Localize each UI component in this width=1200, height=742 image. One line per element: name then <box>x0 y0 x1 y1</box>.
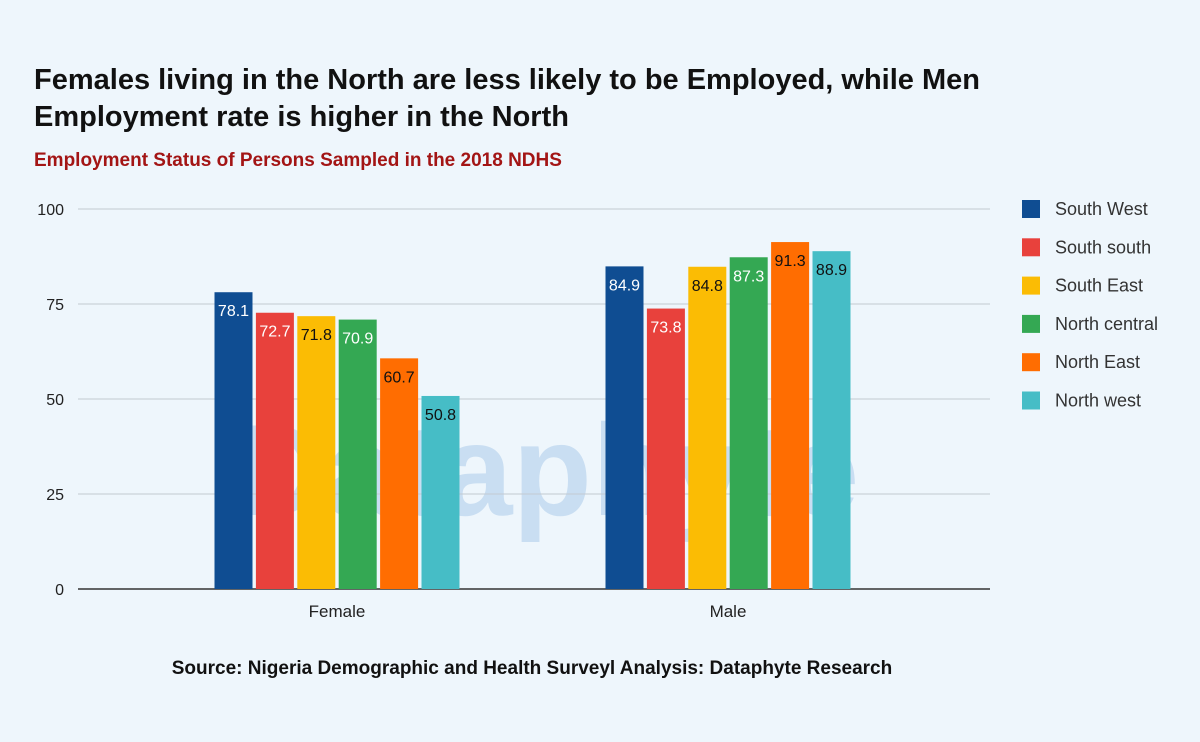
bar-south-west-female <box>214 292 253 589</box>
chart-title: Females living in the North are less lik… <box>34 64 980 133</box>
legend-swatch <box>1022 238 1040 257</box>
data-label: 70.9 <box>342 331 373 348</box>
chart-subtitle: Employment Status of Persons Sampled in … <box>34 150 562 171</box>
data-labels: 78.1 72.7 71.8 70.9 60.7 50.8 84.9 73.8 84.8 87.3… <box>218 253 847 424</box>
legend-swatch <box>1022 353 1040 372</box>
legend-item: South East <box>1022 276 1143 296</box>
data-label: 88.9 <box>816 262 847 279</box>
data-label: 87.3 <box>733 268 764 285</box>
legend-label: North central <box>1055 314 1158 334</box>
data-label: 91.3 <box>775 253 806 270</box>
x-category-label: Female <box>309 602 366 621</box>
legend-item: North central <box>1022 314 1158 334</box>
x-category-label: Male <box>710 602 747 621</box>
data-label: 78.1 <box>218 303 249 320</box>
y-tick-label: 100 <box>37 202 64 219</box>
legend-label: South West <box>1055 199 1148 219</box>
data-label: 73.8 <box>650 320 681 337</box>
y-tick-label: 25 <box>46 487 64 504</box>
data-label: 72.7 <box>259 324 290 341</box>
data-label: 84.9 <box>609 277 640 294</box>
legend-item: South West <box>1022 199 1148 219</box>
legend: South West South south South East North cen… <box>1022 199 1158 411</box>
bar-south-west-male <box>605 266 644 589</box>
bar-north-central-female <box>338 319 377 589</box>
y-tick-label: 75 <box>46 297 64 314</box>
bar-south-east-male <box>688 266 727 589</box>
legend-swatch <box>1022 276 1040 295</box>
bar-north-east-male <box>771 242 810 589</box>
legend-swatch <box>1022 314 1040 333</box>
data-label: 50.8 <box>425 407 456 424</box>
y-tick-label: 0 <box>55 582 64 599</box>
data-label: 84.8 <box>692 278 723 295</box>
bar-south-south-male <box>646 308 685 589</box>
legend-swatch <box>1022 391 1040 410</box>
legend-label: South south <box>1055 237 1151 257</box>
legend-label: North west <box>1055 391 1141 411</box>
legend-label: South East <box>1055 276 1143 296</box>
legend-item: North west <box>1022 391 1141 411</box>
data-label: 71.8 <box>301 327 332 344</box>
y-tick-label: 50 <box>46 392 64 409</box>
legend-swatch <box>1022 200 1040 218</box>
legend-label: North East <box>1055 352 1140 372</box>
legend-item: South south <box>1022 237 1151 257</box>
y-axis-ticks: 0 25 50 75 100 <box>37 202 64 599</box>
legend-item: North East <box>1022 352 1140 372</box>
bar-north-east-female <box>380 358 419 589</box>
bar-north-central-male <box>729 257 768 589</box>
source-note: Source: Nigeria Demographic and Health S… <box>171 658 893 679</box>
bars <box>214 242 851 589</box>
data-label: 60.7 <box>384 369 415 386</box>
bar-north-west-male <box>812 251 851 589</box>
bar-north-west-female <box>421 395 460 589</box>
x-axis-categories: Female Male <box>309 602 747 621</box>
bar-south-south-female <box>255 312 294 589</box>
bar-south-east-female <box>297 316 336 589</box>
